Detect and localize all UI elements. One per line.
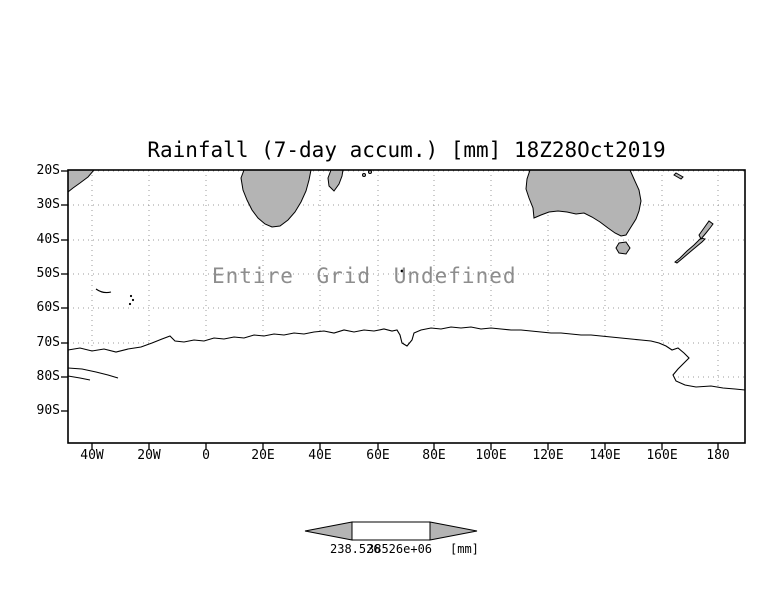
tasmania <box>615 241 631 255</box>
x-tick-label-20w: 20W <box>137 448 161 463</box>
south-sandwich-island <box>131 298 135 302</box>
south-america-coast <box>68 170 95 193</box>
weddell-sea-coastline <box>68 367 119 379</box>
axis-tick-marks <box>61 170 719 450</box>
plot-title: Rainfall (7-day accum.) [mm] 18Z28Oct201… <box>147 138 666 162</box>
y-tick-label-80s: 80S <box>36 369 60 384</box>
x-tick-label-80e: 80E <box>422 448 446 463</box>
x-tick-label-120e: 120E <box>532 448 564 463</box>
reunion-island <box>362 173 366 177</box>
australia <box>525 170 642 237</box>
x-tick-label-40w: 40W <box>80 448 104 463</box>
mauritius-island <box>368 170 372 174</box>
colorbar-units-label: [mm] <box>450 542 479 556</box>
south-georgia-island <box>95 288 112 294</box>
colorbar-middle-cell <box>351 521 431 541</box>
undefined-grid-message: Entire Grid Undefined <box>212 264 517 288</box>
new-zealand-south-island <box>674 237 706 264</box>
y-tick-label-90s: 90S <box>36 403 60 418</box>
south-sandwich-island <box>128 302 132 306</box>
x-tick-label-160e: 160E <box>646 448 678 463</box>
x-tick-label-140e: 140E <box>589 448 621 463</box>
y-tick-label-70s: 70S <box>36 335 60 350</box>
y-tick-label-30s: 30S <box>36 197 60 212</box>
y-tick-label-20s: 20S <box>36 163 60 178</box>
weddell-sea-coastline-2 <box>68 375 91 381</box>
antarctica <box>68 269 745 443</box>
x-tick-label-180: 180 <box>706 448 730 463</box>
southern-africa <box>240 170 312 228</box>
x-tick-label-0: 0 <box>202 448 210 463</box>
madagascar <box>327 170 344 192</box>
colorbar-left-arrow <box>304 521 353 541</box>
y-tick-label-40s: 40S <box>36 232 60 247</box>
colorbar-value-label-2: 38526e+06 <box>367 542 433 556</box>
x-tick-label-40e: 40E <box>308 448 332 463</box>
new-caledonia <box>673 172 684 180</box>
antarctica-fill <box>68 327 745 443</box>
south-sandwich-island <box>129 294 133 298</box>
x-tick-label-60e: 60E <box>366 448 390 463</box>
x-tick-label-100e: 100E <box>475 448 507 463</box>
antarctica-coastline <box>68 326 745 391</box>
kerguelen-island <box>400 269 404 273</box>
colorbar <box>304 521 478 541</box>
landmasses <box>68 170 714 264</box>
y-tick-label-60s: 60S <box>36 300 60 315</box>
new-zealand-north-island <box>698 220 714 240</box>
x-tick-label-20e: 20E <box>251 448 275 463</box>
plot-frame <box>67 169 746 444</box>
y-tick-label-50s: 50S <box>36 266 60 281</box>
colorbar-value-label-1: 238.526 <box>330 542 381 556</box>
colorbar-right-arrow <box>429 521 478 541</box>
